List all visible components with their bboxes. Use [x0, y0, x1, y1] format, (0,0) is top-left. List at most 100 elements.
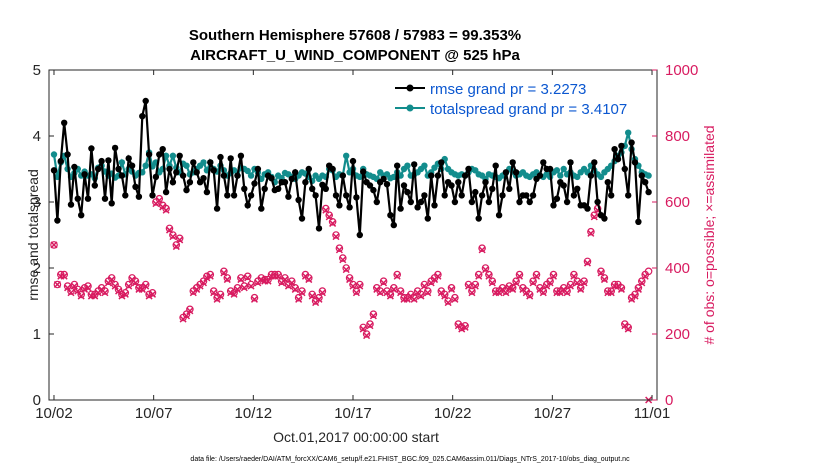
rmse-point: [298, 215, 306, 222]
obs-assimilated-stroke: [485, 272, 493, 280]
totalspread-point: [247, 172, 255, 179]
obs-possible-point: [369, 310, 378, 319]
rmse-point: [618, 142, 625, 150]
rmse-point: [132, 183, 139, 190]
obs-assimilated-stroke: [437, 289, 445, 297]
obs-possible-point: [644, 267, 653, 276]
rmse-point: [190, 159, 197, 166]
rmse-point: [404, 188, 411, 196]
rmse-point: [84, 195, 92, 202]
obs-assimilated-stroke: [64, 284, 72, 292]
rmse-point: [614, 155, 622, 163]
obs-assimilated-stroke: [298, 289, 306, 297]
obs-possible-point: [240, 282, 249, 290]
obs-assimilated-point: [210, 289, 218, 297]
rmse-point: [356, 231, 363, 239]
rmse-point: [553, 195, 561, 202]
rmse-point: [628, 139, 635, 146]
rmse-point: [54, 217, 61, 224]
rmse-point: [135, 193, 143, 200]
obs-assimilated-stroke: [573, 279, 581, 287]
rmse-point: [478, 192, 486, 199]
obs-possible-point: [172, 241, 181, 249]
rmse-point: [421, 192, 428, 199]
obs-assimilated-point: [172, 243, 180, 251]
x-tick-label: 10/22: [434, 405, 472, 422]
obs-assimilated-point: [60, 272, 68, 280]
obs-possible-point: [529, 277, 537, 286]
rmse-point: [101, 195, 109, 202]
obs-possible-point: [335, 244, 344, 253]
obs-assimilated-point: [125, 282, 133, 290]
totalspread-point: [244, 167, 251, 175]
rmse-point: [203, 188, 211, 196]
obs-assimilated-point: [420, 282, 428, 290]
rmse-point: [594, 198, 601, 206]
totalspread-point: [574, 173, 581, 181]
rmse-point: [584, 205, 591, 212]
rmse-point: [529, 192, 537, 199]
obs-possible-point: [468, 287, 476, 295]
obs-assimilated-point: [237, 276, 245, 284]
obs-assimilated-stroke: [373, 285, 381, 293]
rmse-point: [295, 196, 302, 204]
obs-possible-point: [379, 277, 388, 286]
obs-assimilated-point: [444, 299, 452, 307]
x-tick-label: 10/07: [135, 405, 173, 422]
obs-possible-point: [318, 287, 327, 295]
obs-assimilated-stroke: [220, 269, 228, 277]
obs-assimilated-stroke: [583, 259, 591, 267]
rmse-point: [438, 159, 445, 166]
obs-assimilated-point: [148, 290, 157, 298]
obs-assimilated-stroke: [274, 272, 282, 280]
obs-assimilated-point: [308, 292, 316, 300]
obs-assimilated-stroke: [322, 206, 330, 214]
rmse-point: [472, 188, 479, 196]
obs-assimilated-point: [448, 285, 456, 293]
rmse-point: [536, 172, 544, 179]
obs-assimilated-point: [631, 292, 639, 300]
obs-possible-point: [60, 270, 68, 279]
obs-assimilated-point: [393, 272, 401, 280]
totalspread-point: [356, 173, 363, 181]
obs-possible-point: [420, 280, 429, 289]
obs-possible-point: [491, 287, 500, 295]
obs-possible-point: [580, 277, 588, 286]
obs-possible-point: [107, 274, 116, 282]
rmse-point: [560, 182, 567, 189]
rmse-point: [492, 162, 499, 169]
y-tick-label: 0: [33, 392, 41, 409]
rmse-point: [95, 165, 102, 173]
obs-assimilated-point: [369, 312, 377, 320]
obs-assimilated-point: [502, 289, 510, 297]
rmse-point: [380, 175, 387, 183]
obs-assimilated-point: [600, 276, 608, 284]
obs-possible-point: [525, 290, 534, 299]
obs-assimilated-point: [240, 284, 248, 292]
obs-possible-point: [155, 194, 164, 203]
obs-assimilated-point: [390, 285, 398, 293]
rmse-point: [210, 167, 217, 174]
obs-possible-point: [56, 270, 65, 279]
obs-assimilated-point: [363, 332, 371, 340]
obs-assimilated-stroke: [563, 289, 571, 297]
obs-possible-point: [566, 280, 575, 289]
obs-assimilated-point: [332, 233, 340, 241]
obs-assimilated-stroke: [206, 272, 214, 280]
obs-assimilated-stroke: [247, 282, 255, 290]
rmse-point: [343, 192, 350, 199]
rmse-point: [574, 185, 581, 192]
obs-assimilated-stroke: [383, 289, 391, 297]
obs-assimilated-stroke: [74, 287, 82, 295]
obs-assimilated-point: [624, 325, 632, 333]
obs-assimilated-stroke: [295, 295, 303, 303]
rmse-point: [642, 179, 649, 186]
obs-assimilated-stroke: [512, 279, 520, 287]
rmse-point: [468, 198, 476, 206]
obs-assimilated-point: [346, 276, 354, 284]
obs-assimilated-point: [233, 285, 242, 293]
rmse-point: [254, 165, 262, 173]
obs-possible-point: [250, 293, 259, 302]
obs-assimilated-point: [305, 276, 313, 284]
obs-assimilated-stroke: [451, 295, 459, 303]
